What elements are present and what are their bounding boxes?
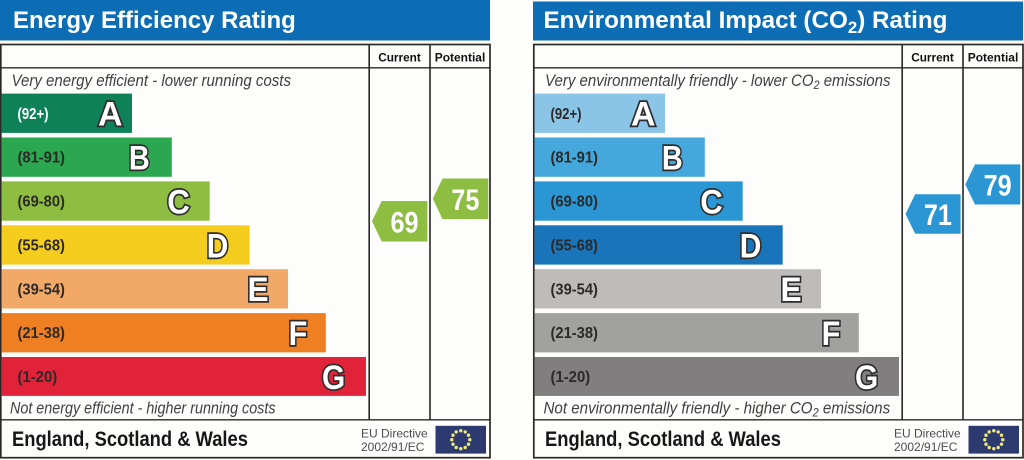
- svg-text:B: B: [662, 138, 683, 177]
- svg-text:G: G: [855, 358, 878, 396]
- svg-text:71: 71: [924, 198, 952, 231]
- svg-text:Potential: Potential: [968, 50, 1019, 64]
- svg-text:(21-38): (21-38): [18, 325, 65, 343]
- svg-text:Not energy efficient - higher: Not energy efficient - higher running co…: [10, 399, 276, 417]
- svg-text:Current: Current: [911, 50, 954, 64]
- svg-text:Very environmentally friendly: Very environmentally friendly - lower CO…: [545, 71, 891, 92]
- svg-text:C: C: [167, 182, 190, 221]
- svg-text:Not environmentally friendly -: Not environmentally friendly - higher CO…: [544, 400, 891, 420]
- svg-text:D: D: [207, 227, 229, 265]
- svg-text:79: 79: [984, 169, 1012, 202]
- svg-text:(1-20): (1-20): [18, 368, 58, 386]
- svg-text:E: E: [247, 270, 268, 308]
- svg-text:(81-91): (81-91): [551, 149, 598, 167]
- svg-text:F: F: [289, 315, 308, 353]
- svg-text:(81-91): (81-91): [18, 149, 65, 167]
- svg-text:Potential: Potential: [435, 50, 486, 64]
- svg-text:Very energy efficient - lower: Very energy efficient - lower running co…: [12, 71, 291, 90]
- svg-text:(39-54): (39-54): [18, 281, 65, 299]
- svg-text:D: D: [740, 227, 762, 265]
- svg-text:75: 75: [451, 183, 479, 216]
- svg-text:C: C: [700, 182, 723, 221]
- svg-text:Current: Current: [378, 50, 421, 64]
- svg-text:Energy Efficiency Rating: Energy Efficiency Rating: [13, 7, 296, 34]
- svg-text:69: 69: [391, 205, 419, 238]
- svg-text:A: A: [631, 96, 656, 134]
- svg-text:(21-38): (21-38): [551, 325, 598, 343]
- svg-text:F: F: [822, 315, 841, 353]
- svg-text:A: A: [98, 96, 123, 134]
- svg-text:(55-68): (55-68): [551, 237, 598, 255]
- svg-text:(92+): (92+): [551, 106, 582, 123]
- svg-text:(69-80): (69-80): [18, 193, 65, 211]
- svg-text:(69-80): (69-80): [551, 193, 598, 211]
- svg-text:2002/91/EC: 2002/91/EC: [894, 440, 958, 454]
- svg-text:(39-54): (39-54): [551, 281, 598, 299]
- svg-text:(55-68): (55-68): [18, 237, 65, 255]
- svg-text:England, Scotland & Wales: England, Scotland & Wales: [545, 428, 781, 452]
- svg-text:G: G: [322, 358, 345, 396]
- svg-text:(92+): (92+): [18, 106, 49, 123]
- svg-text:(1-20): (1-20): [551, 368, 591, 386]
- svg-text:E: E: [780, 270, 801, 308]
- svg-text:2002/91/EC: 2002/91/EC: [361, 440, 425, 454]
- svg-text:B: B: [129, 138, 150, 177]
- svg-text:EU Directive: EU Directive: [894, 426, 961, 440]
- svg-text:EU Directive: EU Directive: [361, 426, 428, 440]
- svg-text:Environmental Impact (CO2) Rat: Environmental Impact (CO2) Rating: [544, 7, 948, 37]
- svg-text:England, Scotland & Wales: England, Scotland & Wales: [12, 428, 248, 452]
